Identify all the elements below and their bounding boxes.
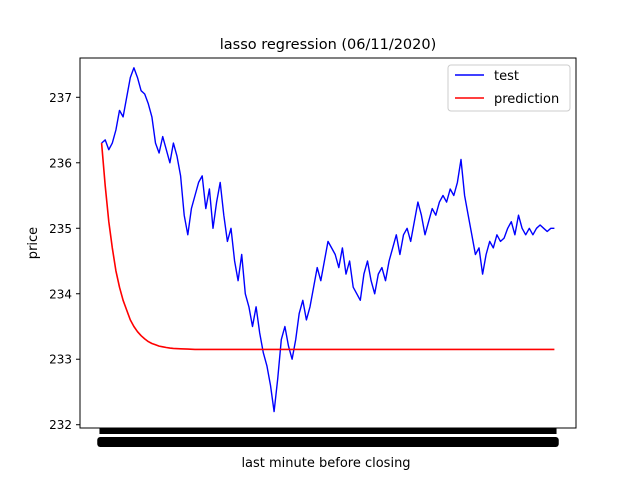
y-axis-ticks: 232 233 234 235 236 237	[49, 91, 80, 432]
y-axis-label: price	[26, 227, 41, 259]
chart-title: lasso regression (06/11/2020)	[220, 37, 437, 53]
x-axis-ticks	[97, 428, 559, 447]
plot-frame	[79, 57, 577, 429]
series-line-prediction	[100, 143, 555, 351]
series-layer	[100, 67, 555, 413]
x-axis-label: last minute before closing	[241, 456, 410, 471]
legend-label-test: test	[494, 69, 519, 84]
x-tick-label-band	[97, 437, 559, 447]
y-tick-label: 235	[49, 222, 72, 236]
series-line-test	[101, 67, 555, 413]
y-tick-label: 234	[49, 287, 72, 301]
legend: test prediction	[447, 64, 571, 112]
y-tick-label: 236	[49, 156, 72, 170]
legend-label-prediction: prediction	[494, 92, 559, 107]
y-tick-label: 233	[49, 353, 72, 367]
y-tick-label: 232	[49, 418, 72, 432]
y-tick-label: 237	[49, 91, 72, 105]
legend-box	[447, 64, 571, 112]
